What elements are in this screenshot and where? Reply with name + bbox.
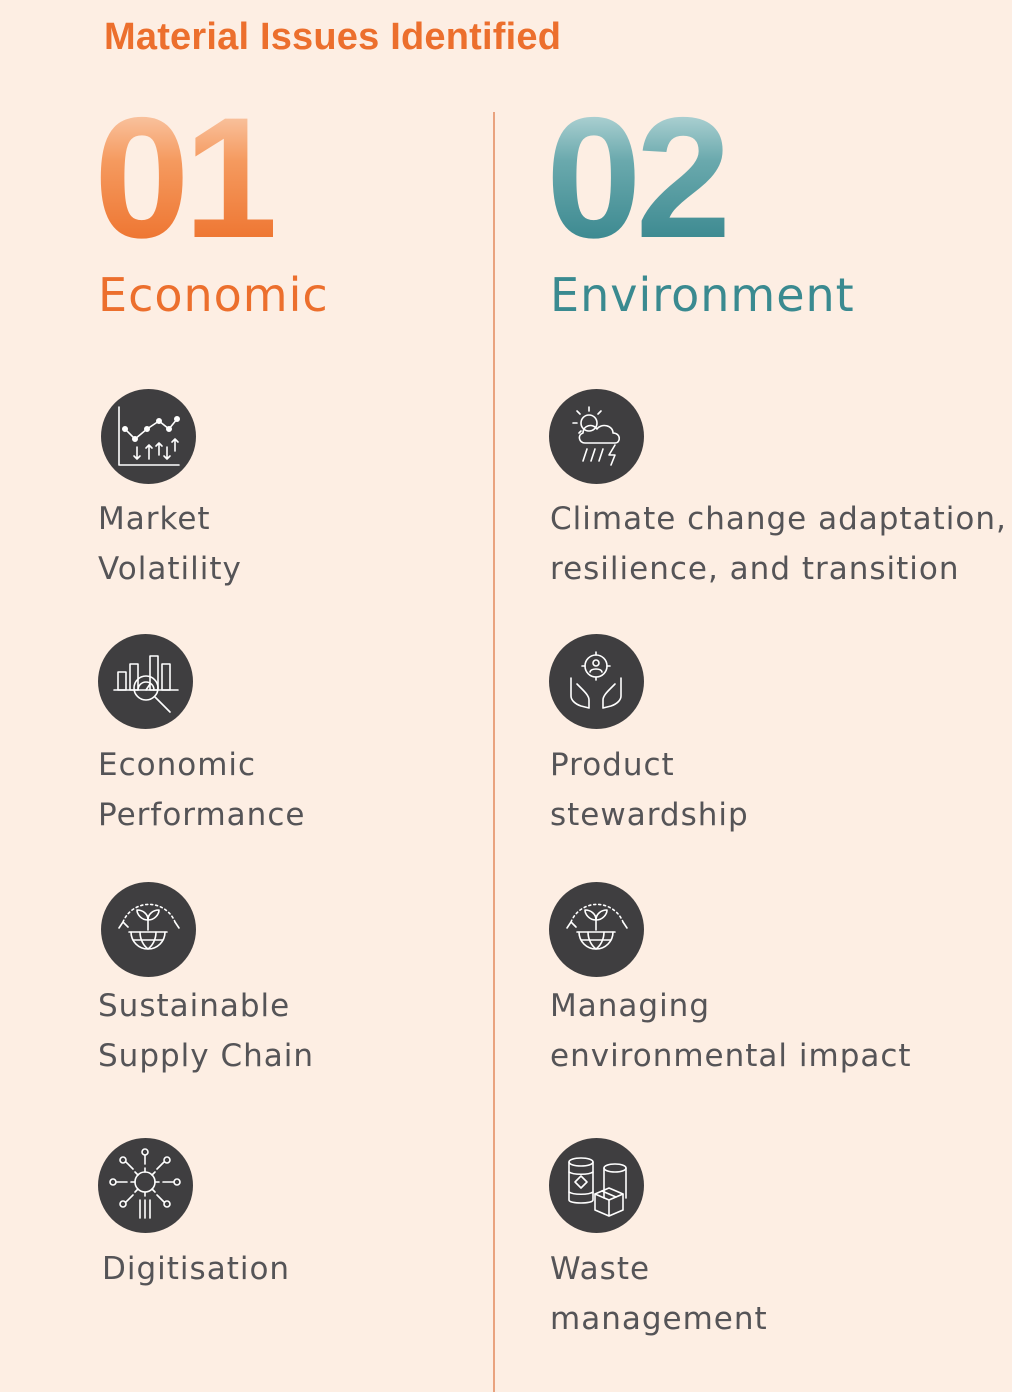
issue-label-sustainable-supply-chain: Sustainable Supply Chain: [98, 988, 315, 1074]
waste-barrels-icon: [549, 1138, 644, 1233]
issue-label-market-volatility: Market Volatility: [98, 501, 242, 587]
market-chart-icon: [101, 389, 196, 484]
page-title: Material Issues Identified: [104, 16, 562, 58]
issue-label-economic-performance: Economic Performance: [98, 747, 306, 833]
hands-gear-icon: [549, 634, 644, 729]
sustainable-globe-icon: [101, 882, 196, 977]
issue-label-digitisation: Digitisation: [102, 1251, 291, 1287]
issue-label-product-stewardship: Product stewardship: [550, 747, 749, 833]
issue-label-climate-change: Climate change adaptation, resilience, a…: [550, 501, 1007, 587]
issue-label-waste-management: Waste management: [550, 1251, 768, 1337]
issue-label-managing-environmental-impact: Managing environmental impact: [550, 988, 912, 1074]
digital-gear-icon: [98, 1138, 193, 1233]
climate-storm-icon: [549, 389, 644, 484]
sustainable-globe-icon: [549, 882, 644, 977]
column-divider: [493, 112, 495, 1392]
section-heading-environment: Environment: [550, 268, 855, 322]
section-number-economic: 01: [94, 82, 279, 274]
section-number-environment: 02: [546, 82, 731, 274]
section-heading-economic: Economic: [98, 268, 329, 322]
performance-analysis-icon: [98, 634, 193, 729]
